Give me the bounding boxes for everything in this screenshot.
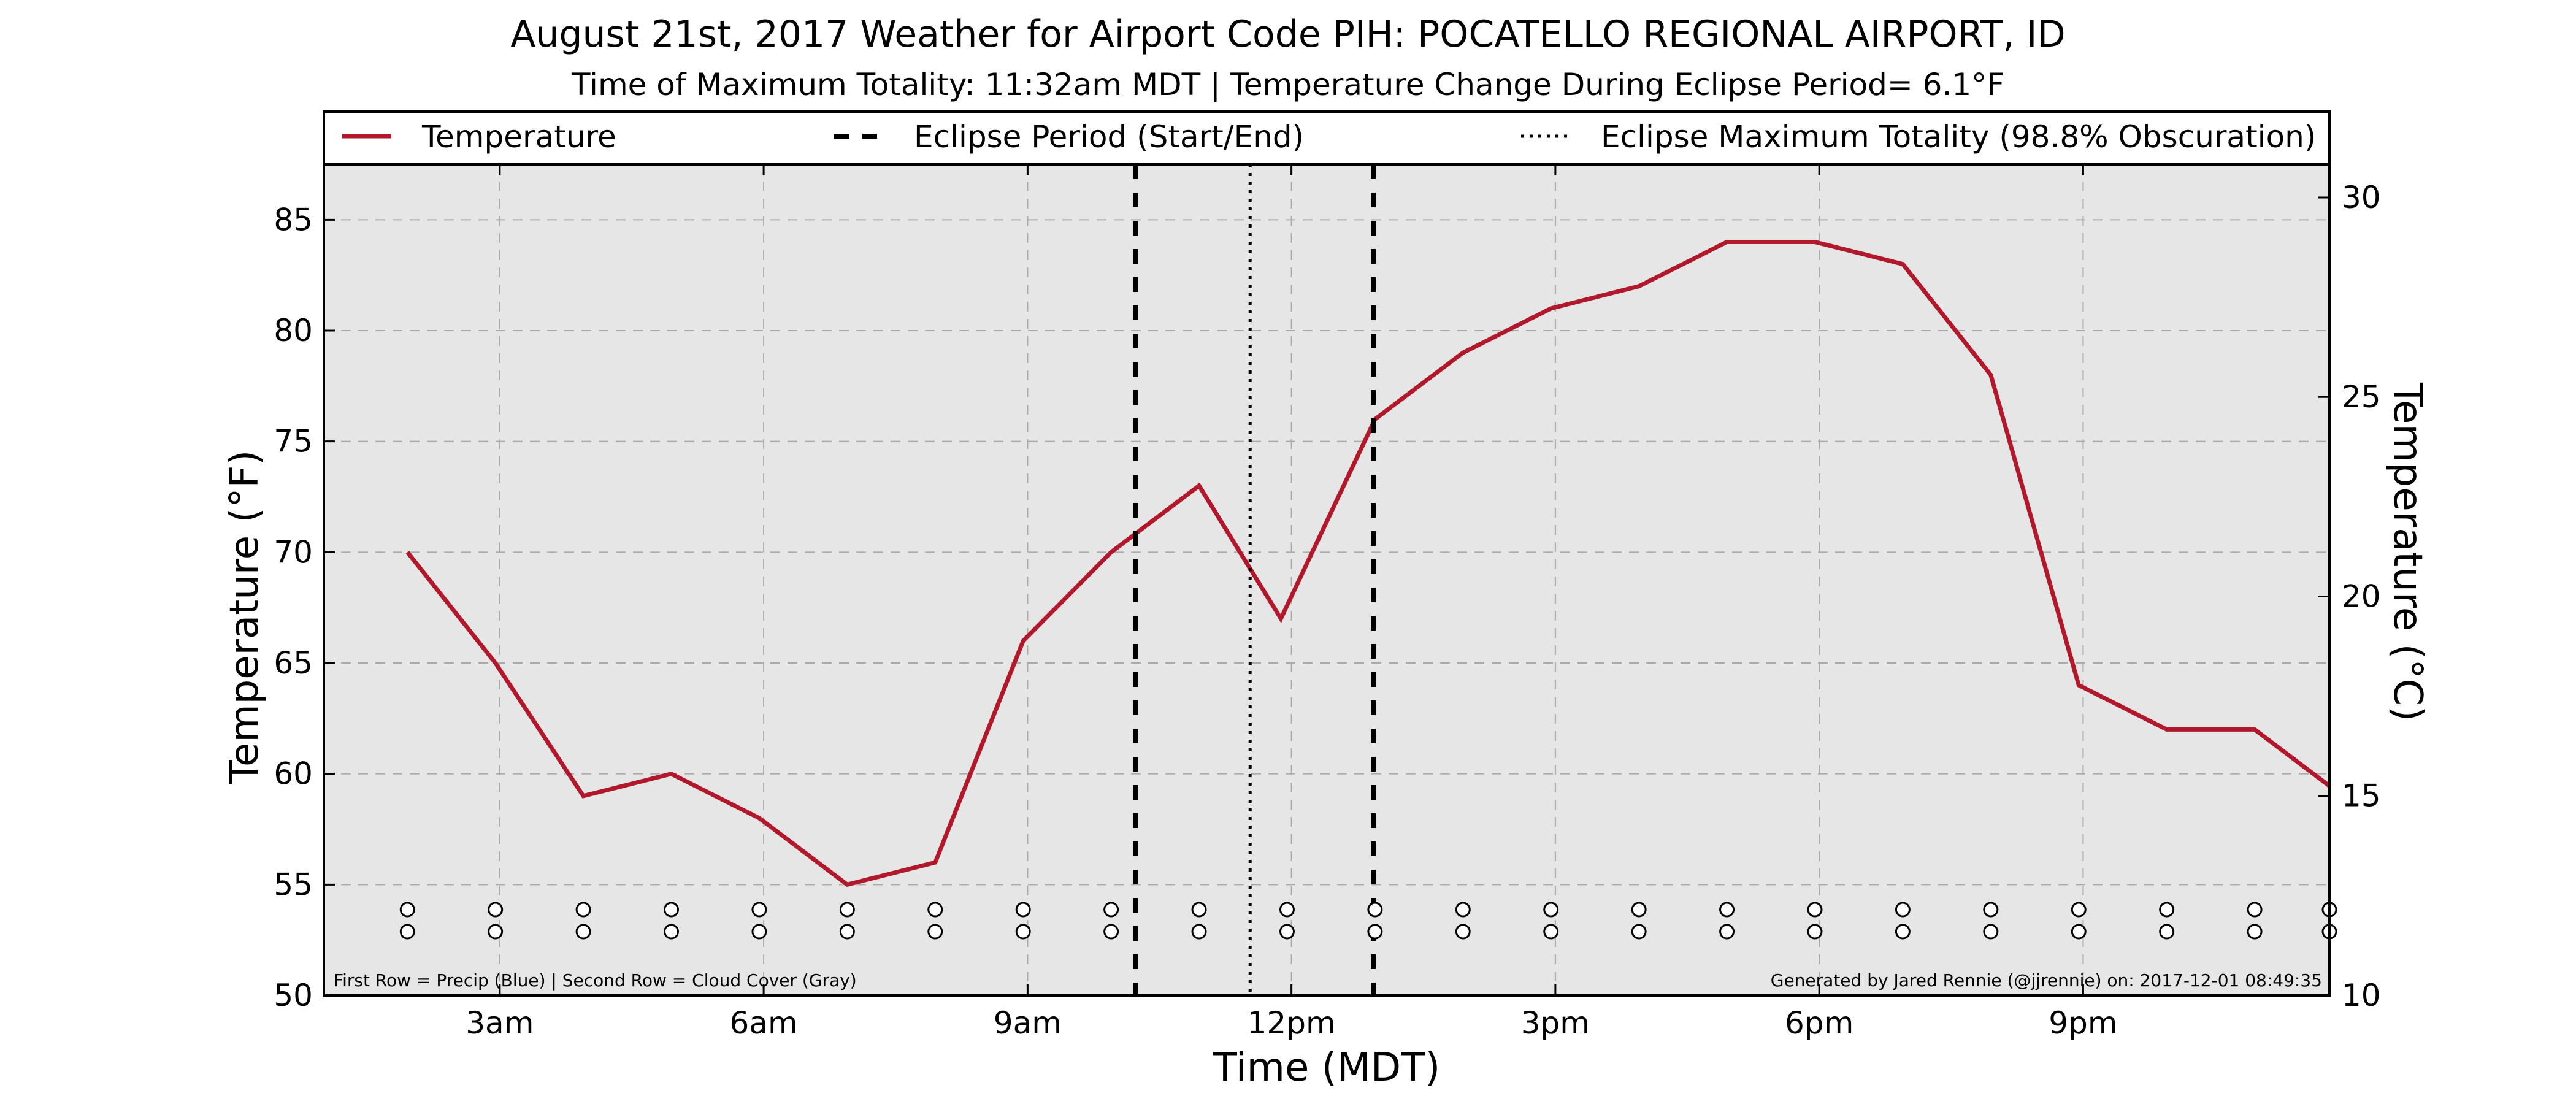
cloud-cover-marker [1191,924,1207,940]
precip-marker [1631,902,1647,918]
precip-marker [751,902,767,918]
precip-marker [1015,902,1031,918]
cloud-cover-marker [2071,924,2087,940]
precip-cloud-markers [399,902,2337,940]
precip-marker [1367,902,1383,918]
cloud-cover-marker [1367,924,1383,940]
x-tick-label: 9am [994,1005,1062,1041]
axis-ticks: 3am 6am 9am 12pm 3pm 6pm 9pm 50 55 60 65 70 75 80 85 10… [274,164,2381,1041]
y-tick-label: 85 [274,202,313,237]
precip-marker [2071,902,2087,918]
y2-axis-label: Temperature (°C) [2385,382,2430,721]
cloud-cover-marker [1015,924,1031,940]
precip-marker [1279,902,1295,918]
cloud-cover-marker [488,924,504,940]
y-tick-label: 65 [274,645,313,681]
y2-tick-label: 30 [2342,180,2381,215]
precip-marker [927,902,943,918]
y-tick-label: 50 [274,978,313,1013]
precip-marker [1543,902,1559,918]
y-tick-label: 55 [274,867,313,902]
precip-marker [575,902,591,918]
precip-marker [664,902,680,918]
x-tick-label: 9pm [2049,1005,2117,1041]
cloud-cover-marker [399,924,415,940]
y2-tick-label: 10 [2342,978,2381,1013]
y-axis-label: Temperature (°F) [222,450,267,785]
footnote-left: First Row = Precip (Blue) | Second Row =… [334,970,857,991]
cloud-cover-marker [2247,924,2263,940]
precip-marker [399,902,415,918]
y-tick-label: 75 [274,424,313,459]
cloud-cover-marker [1455,924,1471,940]
y-tick-label: 80 [274,313,313,348]
cloud-cover-marker [839,924,855,940]
precip-marker [1455,902,1471,918]
y-tick-label: 70 [274,534,313,570]
y2-tick-label: 20 [2342,578,2381,614]
cloud-cover-marker [751,924,767,940]
footnote-right: Generated by Jared Rennie (@jjrennie) on… [1771,970,2322,991]
cloud-cover-marker [1719,924,1735,940]
y-tick-label: 60 [274,756,313,792]
x-tick-label: 3pm [1521,1005,1590,1041]
cloud-cover-marker [1543,924,1559,940]
precip-marker [488,902,504,918]
cloud-cover-marker [1983,924,1999,940]
precip-marker [2159,902,2175,918]
legend-temperature-label: Temperature [421,119,616,155]
y2-tick-label: 15 [2342,778,2381,814]
precip-marker [1719,902,1735,918]
x-tick-label: 12pm [1248,1005,1336,1041]
x-tick-label: 6pm [1785,1005,1853,1041]
x-tick-label: 3am [466,1005,534,1041]
cloud-cover-marker [1807,924,1823,940]
x-axis-label: Time (MDT) [1213,1045,1441,1091]
legend: Temperature Eclipse Period (Start/End) E… [323,110,2331,166]
precip-marker [1983,902,1999,918]
cloud-cover-marker [1279,924,1295,940]
cloud-cover-marker [575,924,591,940]
legend-eclipse-max-label: Eclipse Maximum Totality (98.8% Obscurat… [1601,119,2316,155]
plot-frame [323,163,2331,997]
eclipse-markers [1133,164,1376,995]
cloud-cover-marker [2159,924,2175,940]
chart-title: August 21st, 2017 Weather for Airport Co… [510,13,2065,56]
plot-area [324,164,2329,995]
cloud-cover-marker [1103,924,1119,940]
legend-eclipse-period-label: Eclipse Period (Start/End) [914,119,1304,155]
precip-marker [839,902,855,918]
grid-lines [324,164,2329,995]
precip-marker [1807,902,1823,918]
cloud-cover-marker [664,924,680,940]
cloud-cover-marker [927,924,943,940]
y2-tick-label: 25 [2342,379,2381,415]
precip-marker [2247,902,2263,918]
x-tick-label: 6am [730,1005,798,1041]
cloud-cover-marker [1895,924,1911,940]
legend-frame [323,110,2331,166]
cloud-cover-marker [1631,924,1647,940]
precip-marker [1895,902,1911,918]
chart-subtitle: Time of Maximum Totality: 11:32am MDT | … [571,67,2004,102]
precip-marker [1103,902,1119,918]
precip-marker [1191,902,1207,918]
